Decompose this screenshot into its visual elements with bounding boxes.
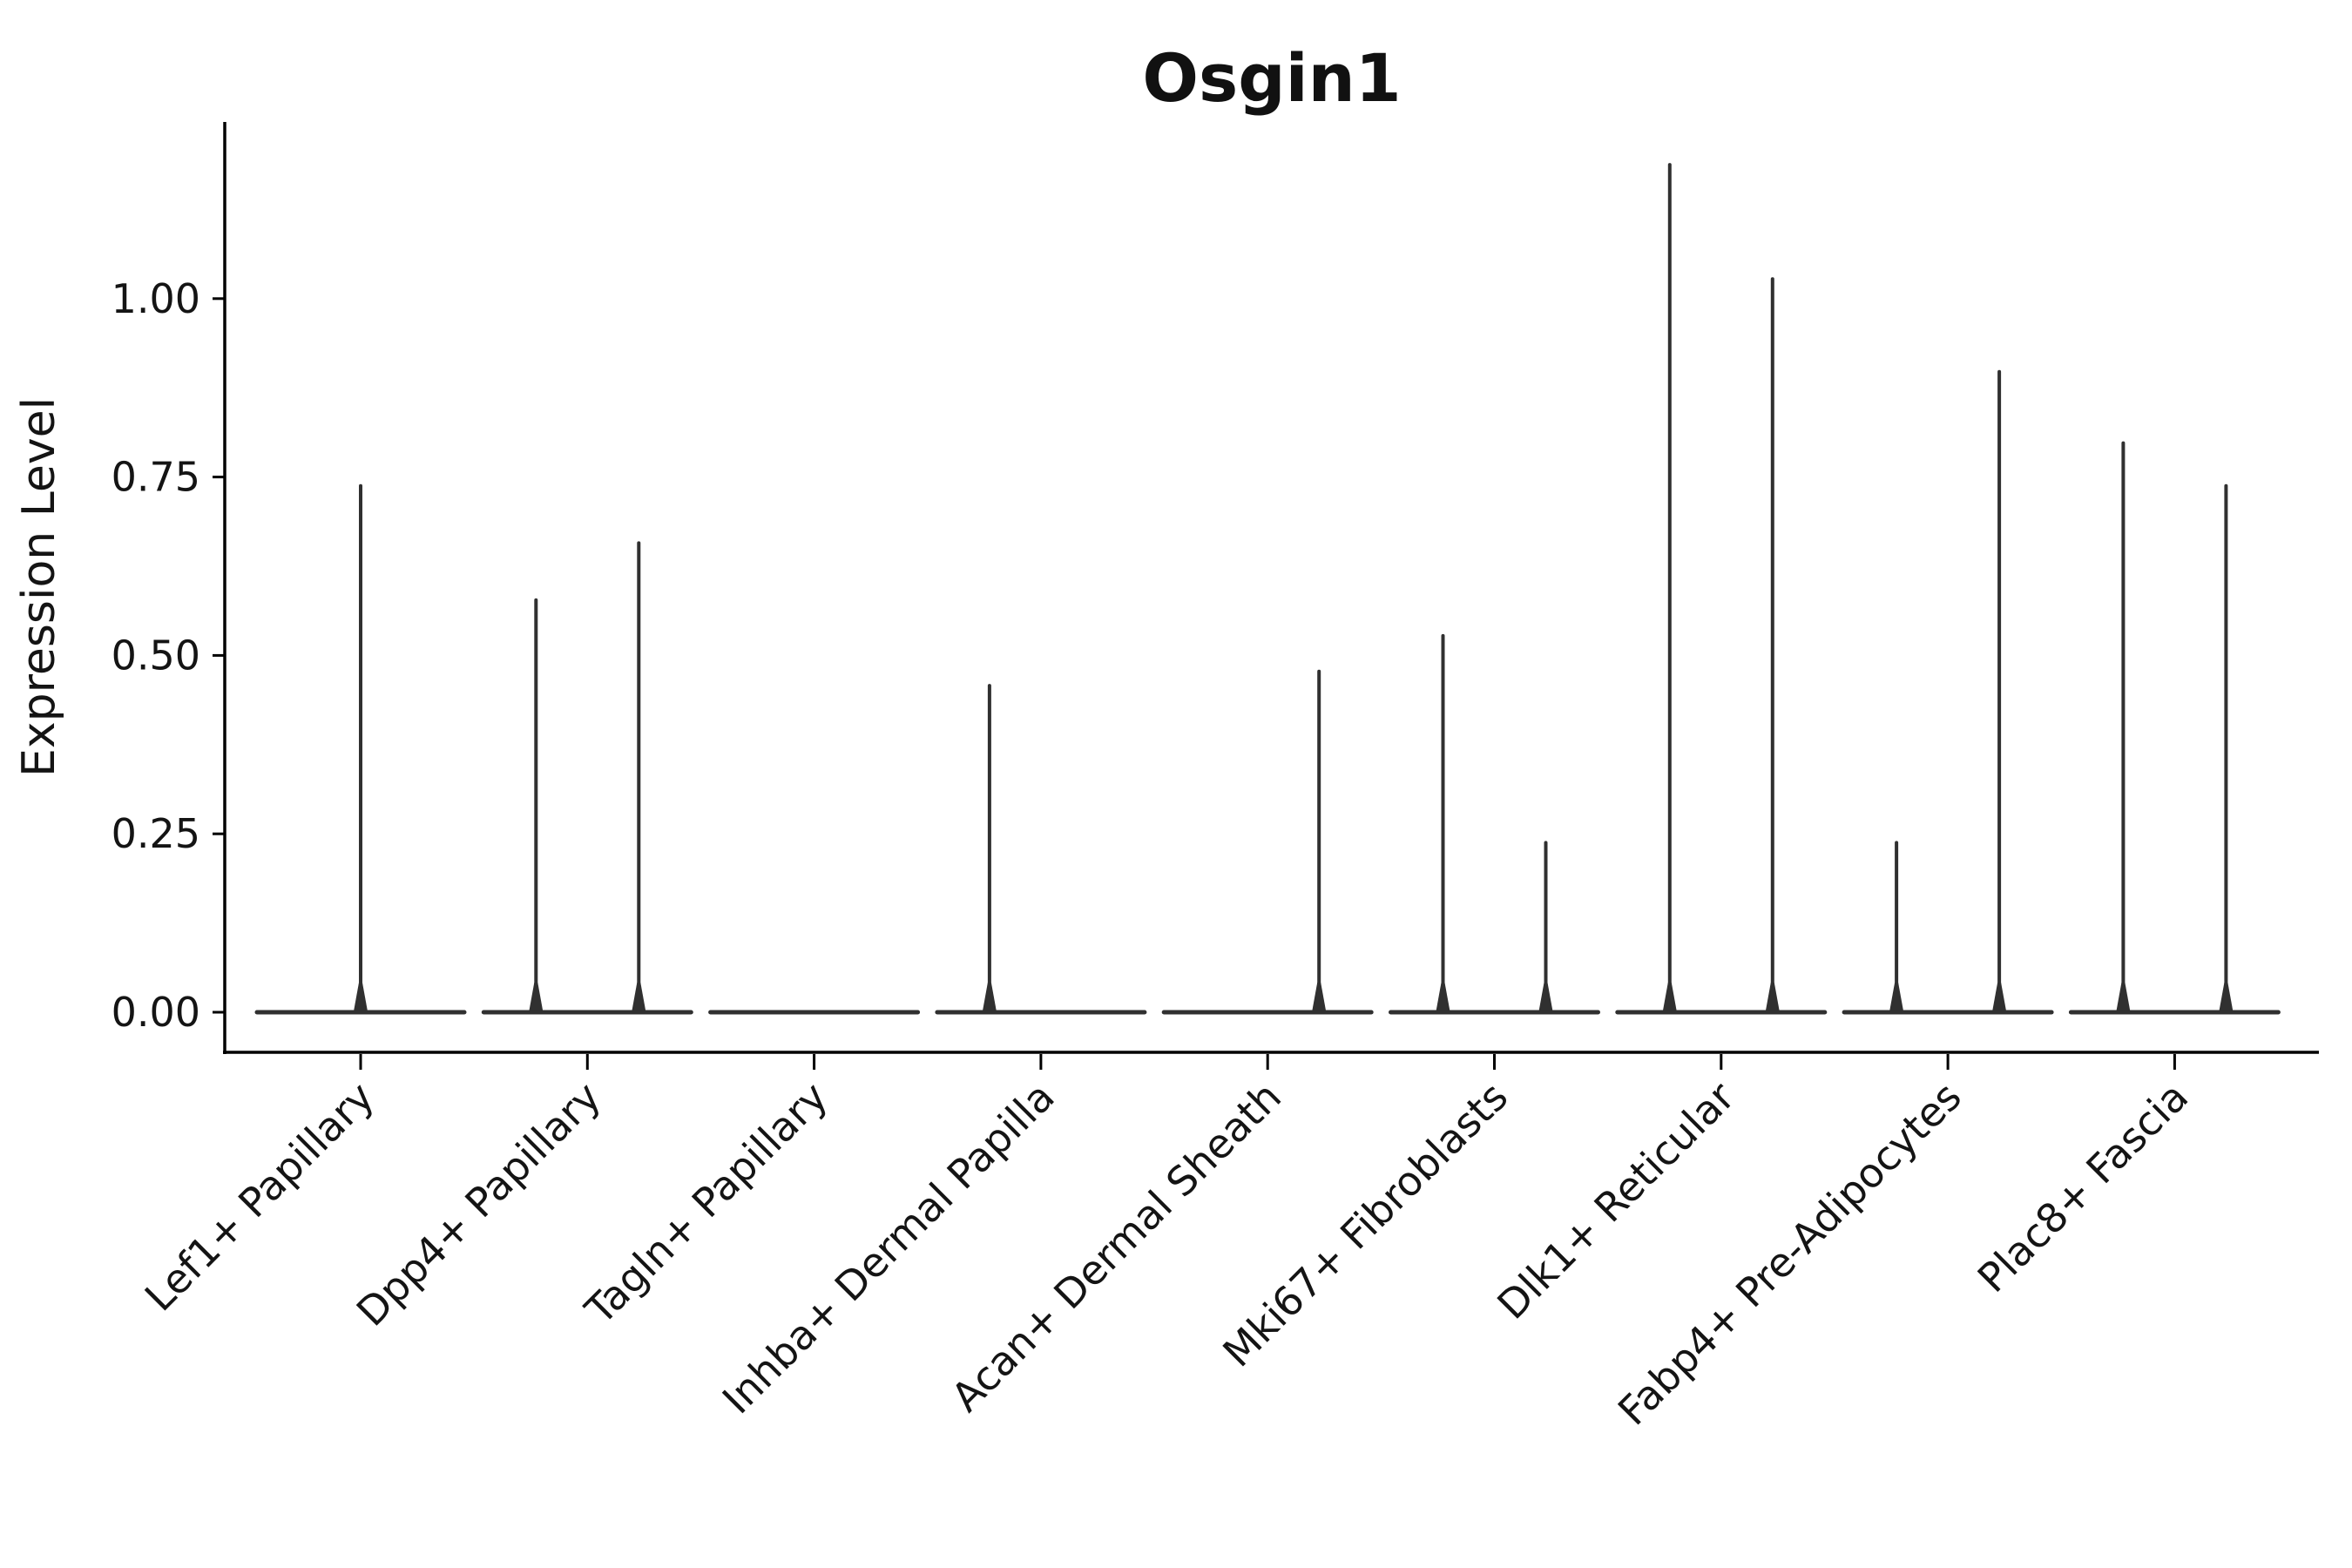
violins [254,163,2281,1015]
chart-title: Osgin1 [1142,39,1401,117]
y-tick-label: 0.25 [112,810,200,857]
y-axis-label: Expression Level [13,397,65,777]
y-tick-label: 1.00 [112,275,200,322]
y-tick-label: 0.75 [112,454,200,501]
x-tick-label: Dlk1+ Reticular [1488,1073,1743,1328]
y-tick-label: 0.50 [112,632,200,679]
x-tick-label: Dpp4+ Papillary [348,1073,610,1335]
x-tick-label: Tagln+ Papillary [576,1073,837,1335]
y-tick-label: 0.00 [112,989,200,1036]
x-tick-label: Lef1+ Papillary [136,1073,383,1321]
y-ticks: 0.00 0.25 0.50 0.75 1.00 [112,275,225,1036]
x-tick-label: Plac8+ Fascia [1969,1073,2197,1301]
